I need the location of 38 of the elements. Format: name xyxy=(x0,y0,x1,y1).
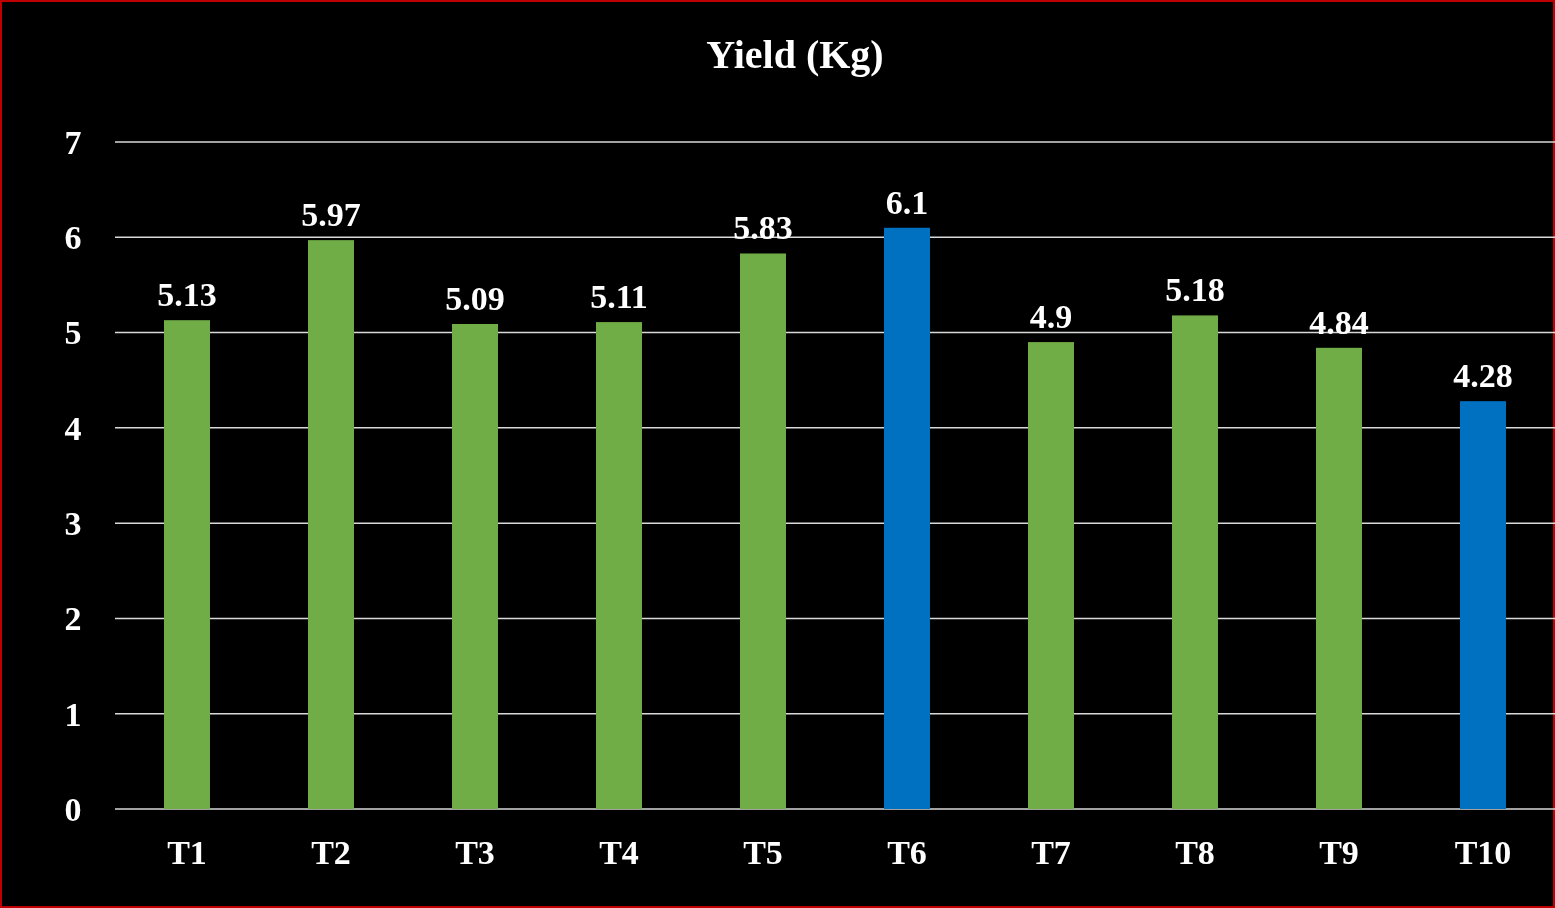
data-label: 5.97 xyxy=(301,196,361,234)
x-tick-label: T6 xyxy=(887,834,927,871)
x-tick-label: T4 xyxy=(599,834,639,871)
y-tick-label: 2 xyxy=(64,600,82,638)
bar xyxy=(164,320,210,809)
data-label: 5.09 xyxy=(445,280,505,317)
y-tick-label: 0 xyxy=(64,790,82,828)
bar xyxy=(1172,315,1218,809)
y-tick-label: 3 xyxy=(64,505,82,543)
bar xyxy=(884,227,930,809)
x-tick-label: T5 xyxy=(743,834,783,871)
data-label: 5.13 xyxy=(157,276,217,314)
y-tick-label: 1 xyxy=(64,695,82,733)
data-label: 5.18 xyxy=(1165,271,1225,309)
bar xyxy=(452,324,498,809)
data-label: 4.28 xyxy=(1453,357,1513,395)
y-tick-label: 5 xyxy=(64,314,82,352)
x-tick-label: T10 xyxy=(1454,834,1512,871)
bar xyxy=(1460,401,1506,809)
x-tick-label: T9 xyxy=(1319,834,1359,871)
x-tick-label: T2 xyxy=(311,834,351,871)
y-tick-label: 7 xyxy=(64,123,82,161)
data-label: 6.1 xyxy=(885,183,929,221)
chart-title: Yield (Kg) xyxy=(706,32,884,77)
bar xyxy=(596,322,642,809)
x-tick-label: T1 xyxy=(167,834,207,871)
y-tick-label: 4 xyxy=(64,409,82,447)
data-label: 5.11 xyxy=(590,278,648,316)
x-tick-label: T3 xyxy=(455,834,495,871)
x-tick-label: T8 xyxy=(1175,834,1215,871)
y-tick-label: 6 xyxy=(64,219,82,257)
bar xyxy=(308,240,354,809)
data-label: 4.9 xyxy=(1029,298,1073,336)
data-label: 4.84 xyxy=(1309,303,1369,341)
bar xyxy=(1028,342,1074,809)
x-tick-label: T7 xyxy=(1031,834,1071,871)
bar xyxy=(1316,347,1362,809)
bar xyxy=(740,253,786,809)
